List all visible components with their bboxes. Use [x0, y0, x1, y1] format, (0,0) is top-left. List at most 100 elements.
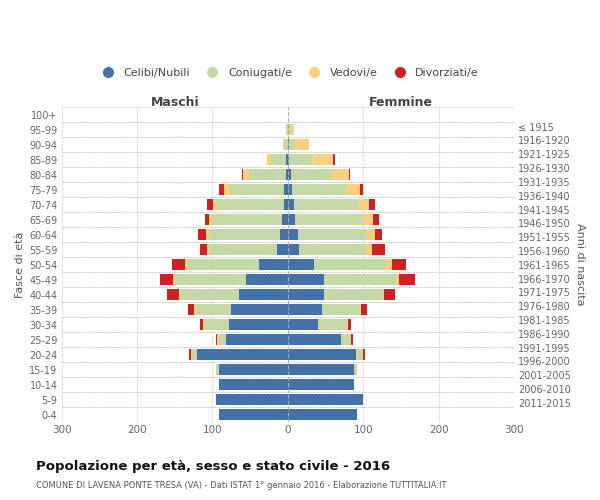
Bar	[209, 244, 277, 256]
Bar	[284, 139, 288, 150]
Bar	[172, 259, 185, 270]
Bar	[288, 274, 324, 285]
Bar	[288, 379, 354, 390]
Bar	[219, 184, 224, 196]
Bar	[205, 214, 209, 226]
Bar	[359, 184, 362, 196]
Bar	[217, 334, 218, 345]
Bar	[288, 289, 324, 300]
Bar	[271, 154, 286, 166]
Bar	[288, 244, 299, 256]
Text: Femmine: Femmine	[369, 96, 433, 108]
Bar	[195, 304, 232, 316]
Bar	[242, 169, 244, 180]
Bar	[383, 289, 385, 300]
Bar	[392, 259, 406, 270]
Bar	[218, 409, 288, 420]
Bar	[250, 169, 286, 180]
Bar	[175, 274, 247, 285]
Bar	[160, 274, 173, 285]
Bar	[288, 199, 294, 210]
Bar	[244, 169, 250, 180]
Text: Popolazione per età, sesso e stato civile - 2016: Popolazione per età, sesso e stato civil…	[36, 460, 390, 473]
Bar	[367, 229, 374, 240]
Bar	[324, 289, 383, 300]
Bar	[288, 334, 341, 345]
Bar	[374, 229, 382, 240]
Bar	[288, 349, 356, 360]
Bar	[200, 244, 207, 256]
Bar	[277, 244, 288, 256]
Bar	[371, 244, 385, 256]
Bar	[247, 274, 288, 285]
Bar	[203, 319, 204, 330]
Bar	[204, 319, 229, 330]
Bar	[399, 274, 415, 285]
Bar	[358, 199, 370, 210]
Bar	[354, 364, 357, 376]
Bar	[288, 229, 298, 240]
Y-axis label: Fasce di età: Fasce di età	[15, 232, 25, 298]
Bar	[348, 319, 351, 330]
Bar	[363, 214, 373, 226]
Bar	[230, 184, 284, 196]
Bar	[200, 319, 203, 330]
Bar	[229, 319, 288, 330]
Bar	[349, 169, 350, 180]
Bar	[286, 124, 288, 136]
Bar	[295, 214, 363, 226]
Bar	[191, 349, 192, 360]
Bar	[194, 304, 195, 316]
Bar	[292, 184, 346, 196]
Bar	[282, 214, 288, 226]
Text: COMUNE DI LAVENA PONTE TRESA (VA) - Dati ISTAT 1° gennaio 2016 - Elaborazione TU: COMUNE DI LAVENA PONTE TRESA (VA) - Dati…	[36, 480, 446, 490]
Bar	[333, 154, 335, 166]
Bar	[370, 199, 376, 210]
Bar	[167, 289, 179, 300]
Bar	[283, 139, 284, 150]
Bar	[288, 139, 289, 150]
Bar	[288, 169, 291, 180]
Bar	[299, 244, 365, 256]
Bar	[359, 304, 361, 316]
Bar	[350, 334, 351, 345]
Bar	[289, 139, 295, 150]
Bar	[288, 184, 292, 196]
Bar	[197, 349, 288, 360]
Bar	[373, 214, 379, 226]
Bar	[224, 184, 230, 196]
Bar	[206, 229, 209, 240]
Bar	[239, 289, 288, 300]
Bar	[207, 199, 213, 210]
Bar	[284, 199, 288, 210]
Legend: Celibi/Nubili, Coniugati/e, Vedovi/e, Divorziati/e: Celibi/Nubili, Coniugati/e, Vedovi/e, Di…	[95, 66, 481, 80]
Bar	[385, 289, 395, 300]
Bar	[215, 364, 218, 376]
Bar	[209, 214, 212, 226]
Bar	[185, 259, 188, 270]
Y-axis label: Anni di nascita: Anni di nascita	[575, 224, 585, 306]
Bar	[365, 244, 371, 256]
Bar	[332, 169, 349, 180]
Bar	[386, 259, 392, 270]
Bar	[189, 349, 191, 360]
Bar	[212, 214, 282, 226]
Bar	[232, 304, 288, 316]
Bar	[318, 319, 347, 330]
Bar	[288, 319, 318, 330]
Bar	[286, 154, 288, 166]
Bar	[295, 139, 309, 150]
Bar	[361, 304, 367, 316]
Bar	[288, 304, 322, 316]
Bar	[288, 394, 363, 406]
Bar	[396, 274, 399, 285]
Bar	[362, 349, 363, 360]
Bar	[288, 214, 295, 226]
Bar	[218, 379, 288, 390]
Bar	[288, 154, 289, 166]
Bar	[347, 319, 348, 330]
Bar	[173, 274, 175, 285]
Bar	[188, 259, 259, 270]
Bar	[267, 154, 271, 166]
Bar	[280, 229, 288, 240]
